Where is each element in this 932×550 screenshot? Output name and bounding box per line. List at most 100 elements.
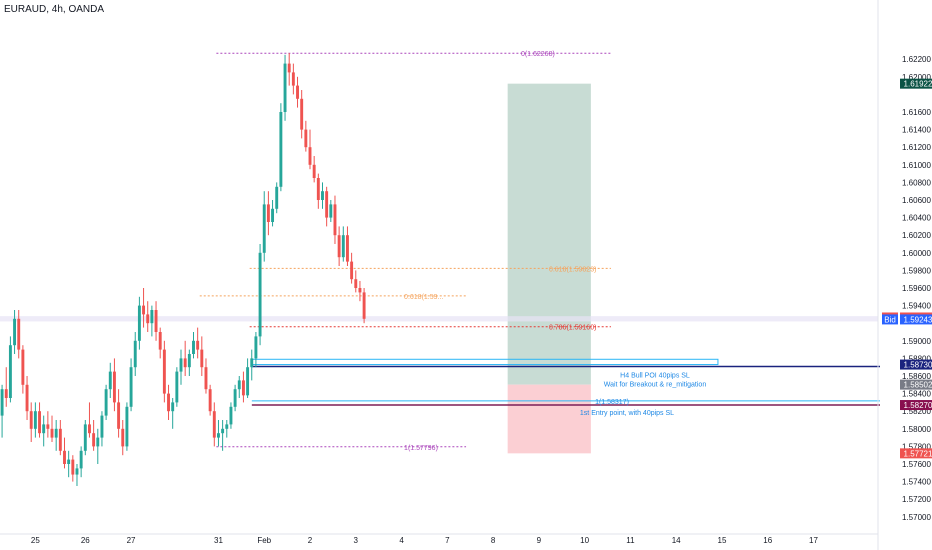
candle-body [58,428,62,451]
poi-sublabel: Wait for Breakout & re_mitigation [604,382,707,389]
x-tick-label: 15 [718,536,727,545]
candle-body [308,147,312,165]
y-tick-label: 1.58800 [902,354,931,363]
candle-body [13,318,17,346]
candle-body [137,305,141,341]
stop-zone [507,384,591,454]
x-tick-label: 11 [626,536,635,545]
candle-body [104,389,108,416]
candle-body [350,261,354,280]
candle-body [250,358,254,368]
y-tick-label: 1.57400 [902,478,931,487]
candle-body [246,367,250,396]
candle-body [325,191,329,218]
y-tick-label: 1.57000 [902,513,931,522]
candle-body [46,424,50,429]
candle-body [25,384,29,412]
candle-body [8,345,12,398]
y-tick-label: 1.58400 [902,390,931,399]
fib-level-label: 1(1.57796) [404,445,438,452]
candle-body [241,380,245,396]
candle-body [112,371,116,403]
y-tick-label: 1.61200 [902,143,931,152]
x-tick-label: 2 [308,536,313,545]
candle-body [158,332,162,350]
y-tick-label: 1.57800 [902,442,931,451]
price-side-label: Bid [884,315,896,324]
candle-body [79,450,83,469]
candle-body [67,459,71,464]
candle-body [133,340,137,368]
candle-body [4,389,8,398]
x-tick-label: 27 [127,536,136,545]
current-price-band [0,316,878,322]
candle-body [275,186,279,209]
candle-body [341,235,345,258]
price-tag-label: 1.61922 [904,80,932,89]
y-tick-label: 1.58200 [902,407,931,416]
x-tick-label: 31 [214,536,223,545]
candle-body [237,380,241,390]
candle-body [171,402,175,412]
x-tick-label: 14 [672,536,681,545]
candle-body [50,428,54,438]
y-tick-label: 1.62200 [902,55,931,64]
candle-body [146,314,150,324]
price-tag-label: 1.58502 [904,381,932,390]
price-tag-label: 1.57721 [904,449,932,458]
candle-body [362,292,366,319]
candle-body [358,288,362,293]
price-tag [900,400,932,411]
candle-body [33,411,37,429]
candle-body [283,63,287,112]
candle-body [150,310,154,324]
candle-body [212,411,216,438]
candle-body [221,428,225,434]
entry-level-label: 1(1.58317) [595,399,629,406]
fib-level-label: 0.618(1.59... [404,294,443,301]
y-tick-label: 1.60600 [902,196,931,205]
x-tick-label: 16 [763,536,772,545]
candle-body [125,406,129,447]
candle-body [279,112,283,187]
candle-body [142,305,146,315]
candle-body [208,389,212,412]
candle-body [304,129,308,148]
candle-body [21,349,25,385]
x-tick-label: 8 [491,536,496,545]
candle-body [204,367,208,390]
candle-body [175,371,179,403]
candle-body [217,433,220,438]
y-tick-label: 1.60800 [902,178,931,187]
candle-body [42,424,46,434]
candle-body [192,340,195,354]
y-tick-label: 1.60400 [902,214,931,223]
y-tick-label: 1.57200 [902,495,931,504]
candle-body [254,336,258,359]
x-tick-label: 25 [31,536,40,545]
poi-box[interactable] [251,358,719,366]
candle-body [271,208,275,222]
candle-body [167,393,170,412]
x-tick-label: 17 [809,536,818,545]
y-tick-label: 1.60200 [902,231,931,240]
y-tick-label: 1.62000 [902,73,931,82]
candle-body [129,367,133,407]
candle-body [296,85,299,99]
candle-body [75,468,79,475]
price-tag-label: 1.58730 [904,361,932,370]
y-tick-label: 1.57600 [902,460,931,469]
y-tick-label: 1.58600 [902,372,931,381]
price-side-tag [882,314,898,325]
candle-body [329,204,333,218]
price-tag [900,359,932,370]
x-tick-label: 26 [81,536,90,545]
candle-body [96,437,100,447]
y-tick-label: 1.60000 [902,249,931,258]
price-tag [900,448,932,459]
price-tag-label: 1.58270 [904,401,932,410]
candle-body [29,411,33,429]
x-tick-label: Feb [257,536,271,545]
price-tag [900,379,932,390]
